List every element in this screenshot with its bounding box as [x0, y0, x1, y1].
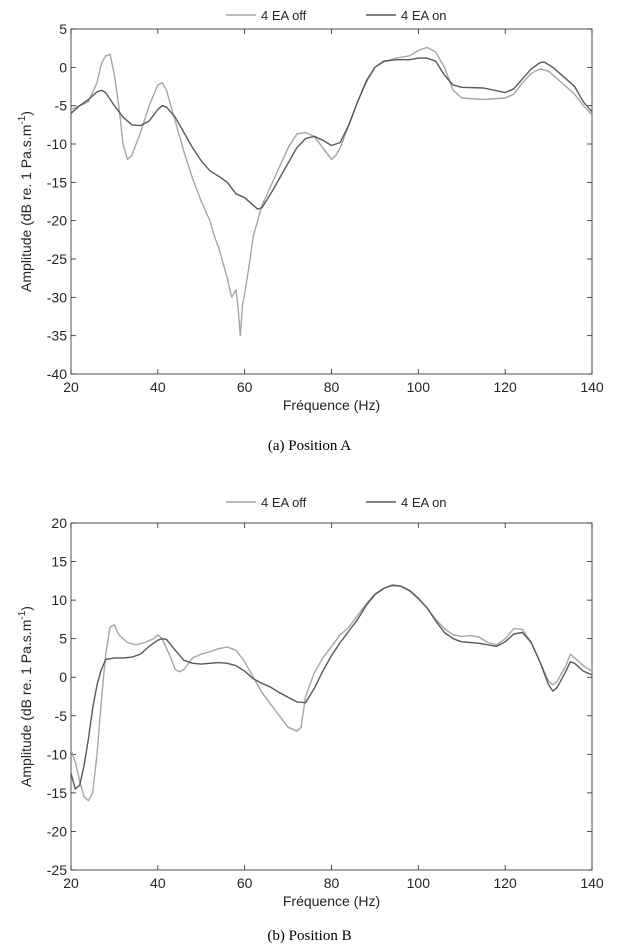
- chart-a-ytick-label-7: -5: [55, 98, 68, 114]
- chart-b-legend: 4 EA off 4 EA on: [226, 495, 447, 510]
- chart-a-xtick-label-5: 120: [493, 379, 517, 395]
- chart-b-ytick-label-5: 0: [59, 669, 67, 685]
- chart-b-xtick-label-0: 20: [63, 875, 79, 891]
- chart-a-ytick-label-0: -40: [47, 366, 67, 382]
- chart-position-a: 4 EA off 4 EA on 20 40 60 80 100 120 140 -40 -35 -3…: [0, 0, 619, 470]
- chart-a-xlabel: Fréquence (Hz): [283, 397, 380, 413]
- chart-a-legend-label-0: 4 EA off: [261, 8, 307, 23]
- chart-b-ytick-label-1: -20: [47, 823, 67, 839]
- chart-a-xtick-label-3: 80: [324, 379, 340, 395]
- chart-a-xtick-label-4: 100: [407, 379, 431, 395]
- chart-a-ytick-label-5: -15: [47, 174, 67, 190]
- chart-a-ylabel: Amplitude (dB re. 1 Pa.s.m-1): [17, 111, 34, 292]
- chart-b-xtick-label-1: 40: [150, 875, 166, 891]
- chart-a-ytick-label-9: 5: [59, 21, 67, 37]
- chart-a-ytick-label-4: -20: [47, 213, 67, 229]
- chart-a-legend: 4 EA off 4 EA on: [226, 8, 447, 23]
- chart-b-ytick-label-7: 10: [51, 592, 67, 608]
- chart-a-ytick-label-8: 0: [59, 59, 67, 75]
- chart-b-axes-box: [70, 522, 593, 871]
- chart-b-legend-label-1: 4 EA on: [401, 495, 447, 510]
- chart-b-xtick-label-5: 120: [493, 875, 517, 891]
- chart-a-ytick-label-6: -10: [47, 136, 67, 152]
- chart-a-series-line-1: [70, 57, 593, 210]
- chart-a-xtick-label-0: 20: [63, 379, 79, 395]
- chart-a-xtick-label-1: 40: [150, 379, 166, 395]
- chart-b-ytick-label-0: -25: [47, 862, 67, 878]
- chart-position-b: 4 EA off 4 EA on 20 40 60 80 100 120 140 -25 -20 -1…: [0, 488, 619, 950]
- chart-b-xlabel: Fréquence (Hz): [283, 893, 380, 909]
- chart-b-ytick-label-6: 5: [59, 631, 67, 647]
- chart-b-xtick-label-6: 140: [580, 875, 604, 891]
- chart-a-plot: 4 EA off 4 EA on 20 40 60 80 100 120 140 -40 -35 -3…: [17, 8, 604, 413]
- chart-b-series-line-0: [70, 584, 593, 802]
- chart-b-ytick-label-8: 15: [51, 554, 67, 570]
- chart-b-ytick-label-3: -10: [47, 746, 67, 762]
- chart-a-legend-label-1: 4 EA on: [401, 8, 447, 23]
- chart-b-ytick-label-2: -15: [47, 785, 67, 801]
- chart-b-xtick-label-2: 60: [237, 875, 253, 891]
- chart-a-ytick-label-3: -25: [47, 251, 67, 267]
- chart-b-ytick-label-4: -5: [55, 708, 68, 724]
- chart-a-xtick-label-6: 140: [580, 379, 604, 395]
- chart-a-ytick-label-2: -30: [47, 289, 67, 305]
- chart-b-ytick-label-9: 20: [51, 515, 67, 531]
- caption-b: (b) Position B: [267, 928, 352, 944]
- chart-b-series-line-1: [70, 584, 593, 790]
- caption-a: (a) Position A: [267, 438, 352, 454]
- chart-a-axes-box: [70, 28, 593, 375]
- chart-b-ylabel: Amplitude (dB re. 1 Pa.s.m-1): [17, 606, 34, 787]
- chart-a-xtick-label-2: 60: [237, 379, 253, 395]
- chart-a-ytick-label-1: -35: [47, 328, 67, 344]
- chart-b-xtick-label-4: 100: [407, 875, 431, 891]
- chart-b-xtick-label-3: 80: [324, 875, 340, 891]
- chart-a-series-line-0: [70, 46, 593, 337]
- chart-b-legend-label-0: 4 EA off: [261, 495, 307, 510]
